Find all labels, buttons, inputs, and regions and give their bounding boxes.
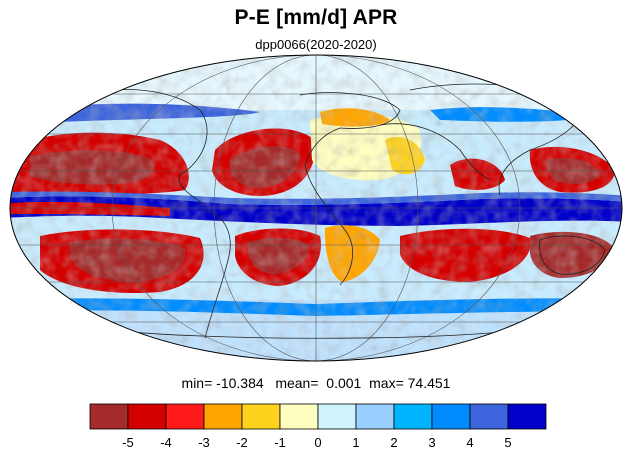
stats-line: min= -10.384 mean= 0.001 max= 74.451 xyxy=(0,375,632,391)
colorbar-tick-label: -3 xyxy=(198,435,210,450)
colorbar-swatch xyxy=(431,403,471,430)
world-map-mollweide xyxy=(9,54,623,362)
stat-mean-value: 0.001 xyxy=(326,375,362,391)
colorbar-tick-label: -4 xyxy=(160,435,172,450)
colorbar-swatch xyxy=(203,403,243,430)
colorbar-tick-label: -1 xyxy=(274,435,286,450)
stat-mean-label: mean= xyxy=(275,375,319,391)
colorbar-swatch xyxy=(317,403,357,430)
colorbar-swatch xyxy=(393,403,433,430)
colorbar-tick-label: 3 xyxy=(428,435,435,450)
colorbar-tick-label: -2 xyxy=(236,435,248,450)
stat-max-value: 74.451 xyxy=(407,375,451,391)
colorbar-tick-label: 1 xyxy=(352,435,359,450)
map-frame xyxy=(9,54,623,362)
colorbar-swatch xyxy=(165,403,205,430)
colorbar-tick-label: 0 xyxy=(314,435,321,450)
colorbar-swatch xyxy=(507,403,547,430)
colorbar-swatch xyxy=(127,403,167,430)
stat-min-value: -10.384 xyxy=(216,375,264,391)
map-subtitle: dpp0066(2020-2020) xyxy=(255,37,377,52)
colorbar-tick-label: 4 xyxy=(466,435,473,450)
colorbar-swatch xyxy=(469,403,509,430)
colorbar-tick-label: -5 xyxy=(122,435,134,450)
colorbar-swatch xyxy=(355,403,395,430)
colorbar-tick-label: 5 xyxy=(504,435,511,450)
map-title: P-E [mm/d] APR xyxy=(234,6,398,29)
colorbar-tick-label: 2 xyxy=(390,435,397,450)
colorbar-swatch xyxy=(89,403,129,430)
colorbar-swatch xyxy=(241,403,281,430)
colorbar-swatch xyxy=(279,403,319,430)
stat-max-label: max= xyxy=(369,375,404,391)
stat-min-label: min= xyxy=(181,375,213,391)
